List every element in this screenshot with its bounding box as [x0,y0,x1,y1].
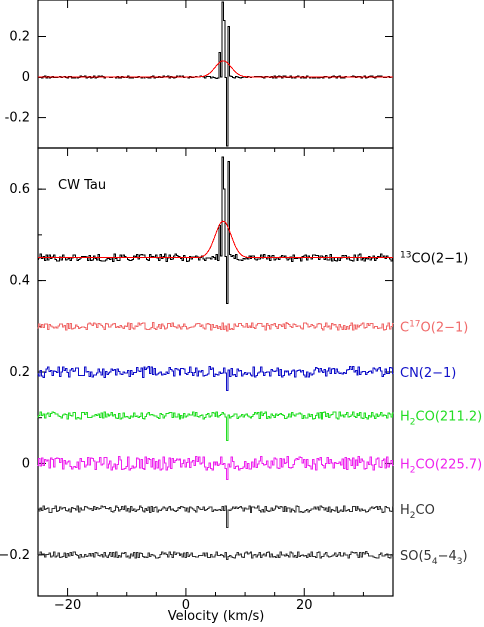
source-annotation: CW Tau [58,178,106,193]
bottom-panel-labels: 13CO(2−1) C17O(2−1) CN(2−1) H2CO(211.2) H2CO… [400,251,482,567]
bottom-panel-ticks: −0.2 0 0.2 0.4 0.6 −20 0 20 [0,148,393,613]
top-gaussian-fit [38,60,393,78]
series-label-6: SO(54−43) [400,549,468,567]
series-label-2: CN(2−1) [400,366,456,381]
top-ytick-label: 0.2 [9,29,30,44]
spectrum-trace-2 [37,366,394,391]
top-panel-traces [37,1,394,147]
bottom-xtick-label: 0 [182,598,190,613]
spectrum-trace-5 [37,505,394,528]
top-spectrum-trace [37,1,394,147]
series-label-5: H2CO [400,503,435,521]
bottom-ytick-label: 0.6 [9,182,30,197]
spectrum-fit-0 [38,220,393,259]
bottom-panel: −0.2 0 0.2 0.4 0.6 −20 0 20 13CO(2−1) C17O(2−1) C… [0,147,482,624]
top-panel-frame [37,0,394,149]
series-label-3: H2CO(211.2) [400,409,482,427]
x-axis-title: Velocity (km/s) [168,609,265,624]
bottom-ytick-label: −0.2 [0,548,30,563]
series-label-4: H2CO(225.7) [400,457,482,475]
top-panel-ticks: -0.2 0 0.2 [5,0,393,126]
bottom-ytick-label: 0.2 [9,365,30,380]
series-label-1: C17O(2−1) [400,319,468,335]
top-panel: -0.2 0 0.2 [5,0,394,149]
bottom-panel-traces [37,156,394,560]
spectrum-trace-4 [37,456,394,480]
bottom-ytick-label: 0.4 [9,274,30,289]
bottom-xtick-label: 20 [296,598,313,613]
bottom-ytick-label: 0 [22,456,30,471]
bottom-xtick-label: −20 [54,598,81,613]
spectrum-trace-6 [37,551,394,560]
spectrum-trace-0 [37,156,394,304]
top-ytick-label: -0.2 [5,111,30,126]
series-label-0: 13CO(2−1) [400,251,468,267]
spectrum-trace-1 [37,322,394,332]
top-ytick-label: 0 [22,70,30,85]
spectrum-trace-3 [37,411,394,442]
